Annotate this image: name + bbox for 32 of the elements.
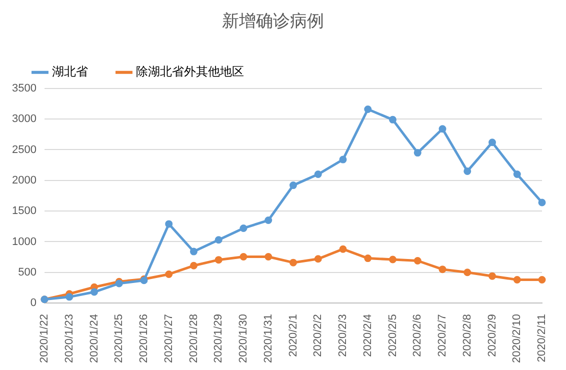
x-tick-label: 2020/1/31 <box>262 314 274 363</box>
x-tick-label: 2020/1/24 <box>88 314 100 363</box>
y-tick-label: 500 <box>18 266 36 278</box>
legend-label: 除湖北省外其他地区 <box>136 64 244 79</box>
y-tick-label: 2000 <box>12 174 36 186</box>
x-tick-label: 2020/1/22 <box>38 314 50 363</box>
y-tick-label: 1000 <box>12 236 36 248</box>
x-tick-label: 2020/1/30 <box>238 314 250 363</box>
x-tick-label: 2020/1/23 <box>63 314 76 363</box>
x-tick-label: 2020/2/9 <box>486 314 498 357</box>
x-tick-label: 2020/2/6 <box>412 314 424 357</box>
y-tick-label: 1500 <box>12 205 36 218</box>
x-tick-label: 2020/2/8 <box>461 314 474 357</box>
chart-title: 新增确诊病例 <box>222 12 324 32</box>
y-tick-label: 3000 <box>12 113 36 126</box>
x-tick-label: 2020/2/5 <box>386 314 399 357</box>
x-tick-label: 2020/1/25 <box>113 314 126 363</box>
x-tick-label: 2020/1/26 <box>138 314 150 363</box>
x-tick-label: 2020/2/2 <box>312 314 324 357</box>
y-tick-label: 3500 <box>12 82 36 94</box>
x-tick-label: 2020/1/27 <box>162 314 175 363</box>
x-tick-label: 2020/2/7 <box>436 314 449 357</box>
x-tick-label: 2020/2/4 <box>362 314 374 357</box>
x-tick-label: 2020/2/3 <box>337 314 350 357</box>
y-tick-label: 0 <box>30 297 36 310</box>
x-tick-label: 2020/1/28 <box>188 314 200 363</box>
x-tick-label: 2020/2/11 <box>536 314 548 362</box>
legend-label: 湖北省 <box>52 64 88 79</box>
x-tick-label: 2020/2/10 <box>511 314 524 363</box>
x-tick-label: 2020/1/29 <box>212 314 225 363</box>
x-tick-label: 2020/2/1 <box>287 314 300 357</box>
y-tick-label: 2500 <box>12 144 36 156</box>
